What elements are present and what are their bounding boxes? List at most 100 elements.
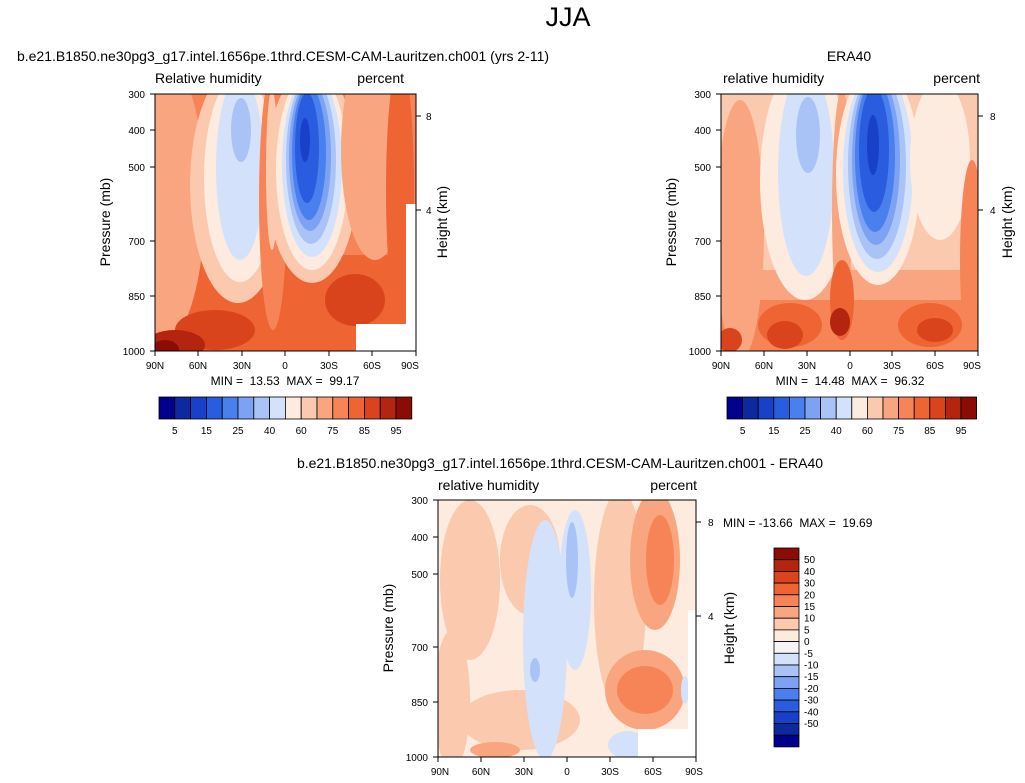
- panel-model: b.e21.B1850.ne30pg3_g17.intel.1656pe.1th…: [17, 48, 549, 437]
- y-tick-label: 850: [128, 292, 145, 303]
- contour-fill-negative: [566, 522, 578, 598]
- x-tick-label: 30S: [601, 767, 619, 778]
- panel-era40: ERA40 relative humidity percent: [663, 48, 1015, 437]
- y-tick-label: 400: [694, 126, 711, 137]
- contour-fill-positive: [470, 742, 520, 757]
- left-string: relative humidity: [438, 477, 539, 493]
- colorbar-label: -40: [804, 707, 819, 718]
- y-tick-label: 300: [411, 496, 428, 507]
- contour-fill-positive: [440, 500, 500, 660]
- colorbar-box: [757, 396, 775, 420]
- colorbar-box: [773, 676, 800, 689]
- y-tick-label: 500: [128, 163, 145, 174]
- colorbar-box: [158, 396, 176, 420]
- y2-axis: 8 4 Height (km): [416, 112, 450, 258]
- y2-axis-label: Height (km): [999, 186, 1015, 258]
- missing-data-region: [688, 610, 696, 757]
- colorbar-label: 95: [955, 426, 967, 437]
- colorbar-label: -15: [804, 672, 819, 683]
- colorbar-box: [773, 559, 800, 572]
- y2-tick-label: 4: [708, 612, 714, 623]
- x-tick-label: 0: [847, 361, 853, 372]
- y-tick-label: 400: [128, 126, 145, 137]
- contour-fill-northern-pbl: [155, 340, 179, 351]
- contour-fill-southern-pbl: [325, 274, 385, 326]
- figure-title: JJA: [545, 2, 590, 32]
- x-tick-label: 30N: [798, 361, 816, 372]
- y-tick-label: 300: [128, 90, 145, 101]
- colorbar-label: -5: [804, 649, 813, 660]
- x-tick-label: 60S: [644, 767, 662, 778]
- colorbar-label: 0: [804, 637, 810, 648]
- colorbar-label: -30: [804, 696, 819, 707]
- colorbar-box: [253, 396, 271, 420]
- colorbar-box: [820, 396, 837, 420]
- colorbar-box: [363, 396, 381, 420]
- colorbar-box: [773, 652, 800, 666]
- contour-fill-antarctic: [960, 160, 978, 351]
- colorbar-box: [316, 396, 334, 420]
- contour-fill-northern-pbl: [767, 321, 803, 349]
- x-tick-label: 90N: [712, 361, 730, 372]
- colorbar-box: [284, 396, 302, 420]
- missing-data-region: [406, 204, 416, 351]
- colorbar-label: 10: [804, 614, 816, 625]
- contour-fill-negative: [523, 520, 567, 757]
- min-max-stats: MIN = -13.66 MAX = 19.69: [723, 516, 873, 530]
- colorbar-label: 40: [804, 567, 816, 578]
- colorbar-box: [773, 606, 800, 619]
- colorbar-label: 5: [804, 625, 810, 636]
- colorbar-box: [773, 594, 800, 607]
- y-axis: 300 400 500 700 850 1000 Pressure (mb): [380, 496, 438, 764]
- y-tick-label: 1000: [689, 347, 712, 358]
- colorbar-box: [835, 396, 853, 420]
- contour-fill-negative: [608, 731, 648, 757]
- y2-tick-label: 8: [990, 112, 996, 123]
- colorbar-box: [773, 396, 790, 420]
- contour-fill-positive: [617, 666, 673, 714]
- y-tick-label: 300: [694, 90, 711, 101]
- x-axis: 90N 60N 30N 0 30S 60S 90S: [146, 351, 419, 372]
- contour-fill-positive: [646, 515, 674, 605]
- x-tick-label: 60N: [472, 767, 490, 778]
- colorbar-box: [269, 396, 286, 420]
- colorbar-box: [960, 396, 978, 420]
- x-tick-label: 90N: [431, 767, 449, 778]
- y-axis: 300 400 500 700 850 1000 Pressure (mb): [97, 90, 155, 358]
- colorbar-box: [726, 396, 744, 420]
- missing-data-region: [638, 729, 696, 757]
- colorbar-label: 40: [831, 426, 843, 437]
- colorbar-box: [174, 396, 192, 420]
- x-tick-label: 30S: [320, 361, 338, 372]
- x-tick-label: 60N: [755, 361, 773, 372]
- y-tick-label: 850: [694, 292, 711, 303]
- colorbar-box: [205, 396, 223, 420]
- colorbar-label: -20: [804, 684, 819, 695]
- contour-field: [155, 94, 416, 351]
- colorbar-label: -10: [804, 661, 819, 672]
- y2-tick-label: 4: [426, 206, 432, 217]
- colorbar-box: [773, 734, 800, 748]
- x-tick-label: 90N: [146, 361, 164, 372]
- colorbar-box: [773, 688, 800, 701]
- right-string: percent: [650, 477, 697, 493]
- contour-fill-southern-pbl: [917, 318, 953, 342]
- panel-title: b.e21.B1850.ne30pg3_g17.intel.1656pe.1th…: [297, 455, 823, 471]
- colorbar-box: [882, 396, 900, 420]
- colorbar-box: [300, 396, 318, 420]
- colorbar-box: [913, 396, 931, 420]
- y-tick-label: 500: [694, 163, 711, 174]
- colorbar-box: [929, 396, 946, 420]
- colorbar-label: 60: [296, 426, 308, 437]
- x-tick-label: 60N: [189, 361, 207, 372]
- x-tick-label: 90S: [963, 361, 981, 372]
- colorbar-label: 25: [799, 426, 811, 437]
- missing-data-region: [356, 324, 406, 351]
- contour-fill-dry-south: [867, 115, 879, 175]
- x-tick-label: 0: [564, 767, 570, 778]
- colorbar-box: [773, 547, 800, 561]
- contour-fill-negative: [530, 658, 540, 682]
- y2-axis: 8 4 Height (km): [696, 518, 737, 664]
- y-axis-label: Pressure (mb): [380, 584, 396, 673]
